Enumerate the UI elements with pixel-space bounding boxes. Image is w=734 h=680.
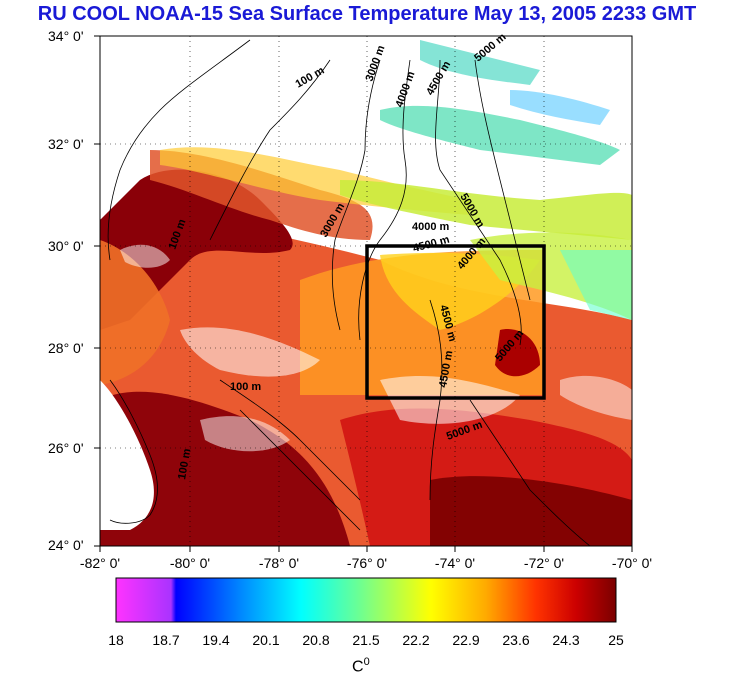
contour-label: 100 m: [230, 381, 261, 393]
colorbar-label: 18.7: [152, 632, 180, 648]
lon-tick-label: -74° 0': [434, 555, 476, 571]
colorbar-label: 21.5: [352, 632, 380, 648]
unit-letter: C: [352, 658, 364, 676]
colorbar-label: 18: [108, 632, 124, 648]
lon-tick-label: -70° 0': [611, 555, 653, 571]
colorbar-label: 23.6: [502, 632, 530, 648]
study-area-box: [365, 244, 546, 400]
colorbar-label: 24.3: [552, 632, 580, 648]
tick-marks: [94, 35, 633, 552]
map-frame: [99, 35, 633, 547]
colorbar: [115, 577, 617, 623]
colorbar-unit: C0: [352, 656, 370, 676]
lon-tick-label: -82° 0': [79, 555, 121, 571]
colorbar-label: 20.1: [252, 632, 280, 648]
sst-field: [100, 36, 632, 546]
lat-tick-label: 24° 0': [48, 537, 84, 553]
colorbar-label: 20.8: [302, 632, 330, 648]
contour-label: 4000 m: [412, 221, 450, 233]
colorbar-label: 22.9: [452, 632, 480, 648]
lat-tick-label: 32° 0': [48, 136, 84, 152]
unit-superscript: 0: [363, 656, 370, 668]
lat-tick-label: 34° 0': [48, 28, 84, 44]
lon-tick-label: -80° 0': [169, 555, 211, 571]
contour-label: 100 m: [176, 448, 193, 481]
colorbar-label: 19.4: [202, 632, 230, 648]
map-title: RU COOL NOAA-15 Sea Surface Temperature …: [37, 3, 697, 25]
lon-tick-label: -76° 0': [346, 555, 388, 571]
colorbar-label: 25: [608, 632, 624, 648]
lat-tick-label: 26° 0': [48, 440, 84, 456]
colorbar-label: 22.2: [402, 632, 430, 648]
lon-tick-label: -72° 0': [523, 555, 565, 571]
lat-tick-label: 28° 0': [48, 340, 84, 356]
lat-tick-label: 30° 0': [48, 238, 84, 254]
lon-tick-label: -78° 0': [258, 555, 300, 571]
bathymetry-contours: [107, 39, 591, 546]
